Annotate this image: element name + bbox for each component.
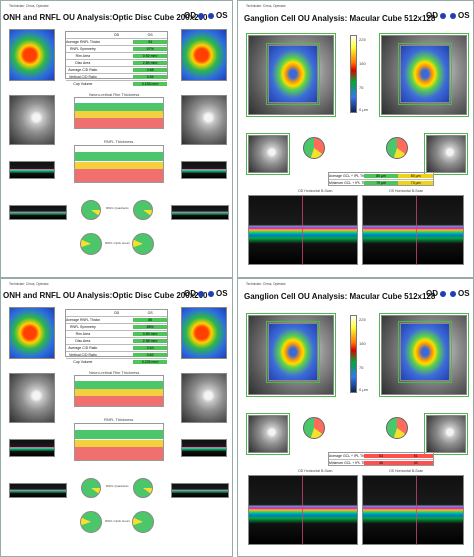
os-clock-hours-c bbox=[132, 511, 154, 533]
od-sectors-b bbox=[303, 137, 325, 159]
od-horizontal-label-b: OD Horizontal B-Scan bbox=[298, 189, 333, 193]
panel-b: Technician: Cirrus, Operator Ganglion Ce… bbox=[237, 0, 474, 278]
scale-0-d: 0 µm bbox=[359, 387, 368, 392]
os-thickness-map-c bbox=[181, 307, 227, 359]
od-gcl-heat-b bbox=[266, 43, 320, 105]
os-horizontal-label-b: OS Horizontal B-Scan bbox=[389, 189, 424, 193]
eye-c: OD OS bbox=[184, 289, 228, 298]
clock-hours-label-a: RNFL Clock Hours bbox=[105, 241, 130, 245]
rnfl-thickness-graph-c bbox=[74, 423, 164, 461]
meta-a: Technician: Cirrus, Operator bbox=[9, 4, 49, 8]
os-sectors-d bbox=[386, 417, 408, 439]
od-bscan-b bbox=[248, 195, 358, 265]
od-deviation-map-d bbox=[246, 413, 290, 455]
od-clock-hours-c bbox=[80, 511, 102, 533]
os-sectors-b bbox=[386, 137, 408, 159]
eye-d: OD OS bbox=[426, 289, 470, 298]
od-circular-tomogram-c bbox=[9, 483, 67, 498]
od-bscan-marker-d bbox=[302, 475, 303, 545]
od-thickness-map-c bbox=[9, 307, 55, 359]
od-bscan-marker-b bbox=[302, 195, 303, 265]
panel-c: Technician: Cirrus, Operator ONH and RNF… bbox=[0, 278, 233, 557]
os-quadrants-a bbox=[133, 200, 153, 220]
os-tomogram-a bbox=[181, 161, 227, 179]
od-circular-tomogram-a bbox=[9, 205, 67, 220]
gcl-table-d: Average GCL + IPL Thickness5351 Minimum … bbox=[328, 452, 434, 466]
od-quadrants-a bbox=[81, 200, 101, 220]
os-quadrants-c bbox=[133, 478, 153, 498]
os-horizontal-label-d: OS Horizontal B-Scan bbox=[389, 469, 424, 473]
os-deviation-map-c bbox=[181, 373, 227, 423]
rnfl-thickness-graph-a bbox=[74, 145, 164, 183]
eye-b: OD OS bbox=[426, 11, 470, 20]
meta-b: Technician: Cirrus, Operator bbox=[246, 4, 286, 8]
os-tomogram-c bbox=[181, 439, 227, 457]
os-deviation-map-d bbox=[424, 413, 468, 455]
panel-d: Technician: Cirrus, Operator Ganglion Ce… bbox=[237, 278, 474, 557]
normal-distribution-d bbox=[347, 417, 359, 428]
od-deviation-map-c bbox=[9, 373, 55, 423]
od-tomogram-c bbox=[9, 439, 55, 457]
neuro-retinal-label-c: Neuro-retinal Rim Thickness bbox=[89, 370, 140, 375]
od-clock-hours-a bbox=[80, 233, 102, 255]
os-clock-hours-a bbox=[132, 233, 154, 255]
os-bscan-marker-d bbox=[416, 475, 417, 545]
scale-150-d: 150 bbox=[359, 341, 366, 346]
od-bscan-d bbox=[248, 475, 358, 545]
scale-75-d: 75 bbox=[359, 365, 364, 370]
neuro-retinal-graph-c bbox=[74, 375, 164, 407]
scale-75-b: 75 bbox=[359, 85, 364, 90]
os-circular-tomogram-c bbox=[171, 483, 229, 498]
scale-225-b: 225 bbox=[359, 37, 366, 42]
normal-distribution-b bbox=[347, 137, 359, 148]
od-quadrants-c bbox=[81, 478, 101, 498]
title-c: ONH and RNFL OU Analysis:Optic Disc Cube… bbox=[3, 291, 208, 300]
os-deviation-map-a bbox=[181, 95, 227, 145]
os-bscan-b bbox=[362, 195, 464, 265]
od-gcl-heat-d bbox=[266, 321, 320, 383]
quadrants-label-a: RNFL Quadrants bbox=[106, 206, 129, 210]
od-sectors-d bbox=[303, 417, 325, 439]
scale-0-b: 0 µm bbox=[359, 107, 368, 112]
title-b: Ganglion Cell OU Analysis: Macular Cube … bbox=[244, 14, 436, 23]
rnfl-thickness-label-a: RNFL Thickness bbox=[104, 139, 134, 144]
gcl-colorbar-d bbox=[350, 315, 357, 393]
eye-a-od: OD OS bbox=[184, 11, 228, 20]
neuro-retinal-label-a: Neuro-retinal Rim Thickness bbox=[89, 92, 140, 97]
os-deviation-map-b bbox=[424, 133, 468, 175]
title-a: ONH and RNFL OU Analysis:Optic Disc Cube… bbox=[3, 13, 208, 22]
os-gcl-heat-d bbox=[398, 321, 452, 383]
neuro-retinal-graph-a bbox=[74, 97, 164, 129]
os-bscan-d bbox=[362, 475, 464, 545]
rnfl-thickness-label-c: RNFL Thickness bbox=[104, 417, 134, 422]
od-deviation-map-b bbox=[246, 133, 290, 175]
od-deviation-map-a bbox=[9, 95, 55, 145]
od-thickness-map-a bbox=[9, 29, 55, 81]
scale-150-b: 150 bbox=[359, 61, 366, 66]
meta-d: Technician: Cirrus, Operator bbox=[246, 282, 286, 286]
od-tomogram-a bbox=[9, 161, 55, 179]
os-bscan-marker-b bbox=[416, 195, 417, 265]
od-horizontal-label-d: OD Horizontal B-Scan bbox=[298, 469, 333, 473]
gcl-colorbar-b bbox=[350, 35, 357, 113]
os-thickness-map-a bbox=[181, 29, 227, 81]
table-header-a: OD OS bbox=[113, 33, 153, 37]
os-circular-tomogram-a bbox=[171, 205, 229, 220]
os-gcl-heat-b bbox=[398, 43, 452, 105]
scale-225-d: 225 bbox=[359, 317, 366, 322]
meta-c: Technician: Cirrus, Operator bbox=[9, 282, 49, 286]
clock-hours-label-c: RNFL Clock Hours bbox=[105, 519, 130, 523]
quadrants-label-c: RNFL Quadrants bbox=[106, 484, 129, 488]
title-d: Ganglion Cell OU Analysis: Macular Cube … bbox=[244, 292, 436, 301]
panel-a: Technician: Cirrus, Operator ONH and RNF… bbox=[0, 0, 233, 278]
